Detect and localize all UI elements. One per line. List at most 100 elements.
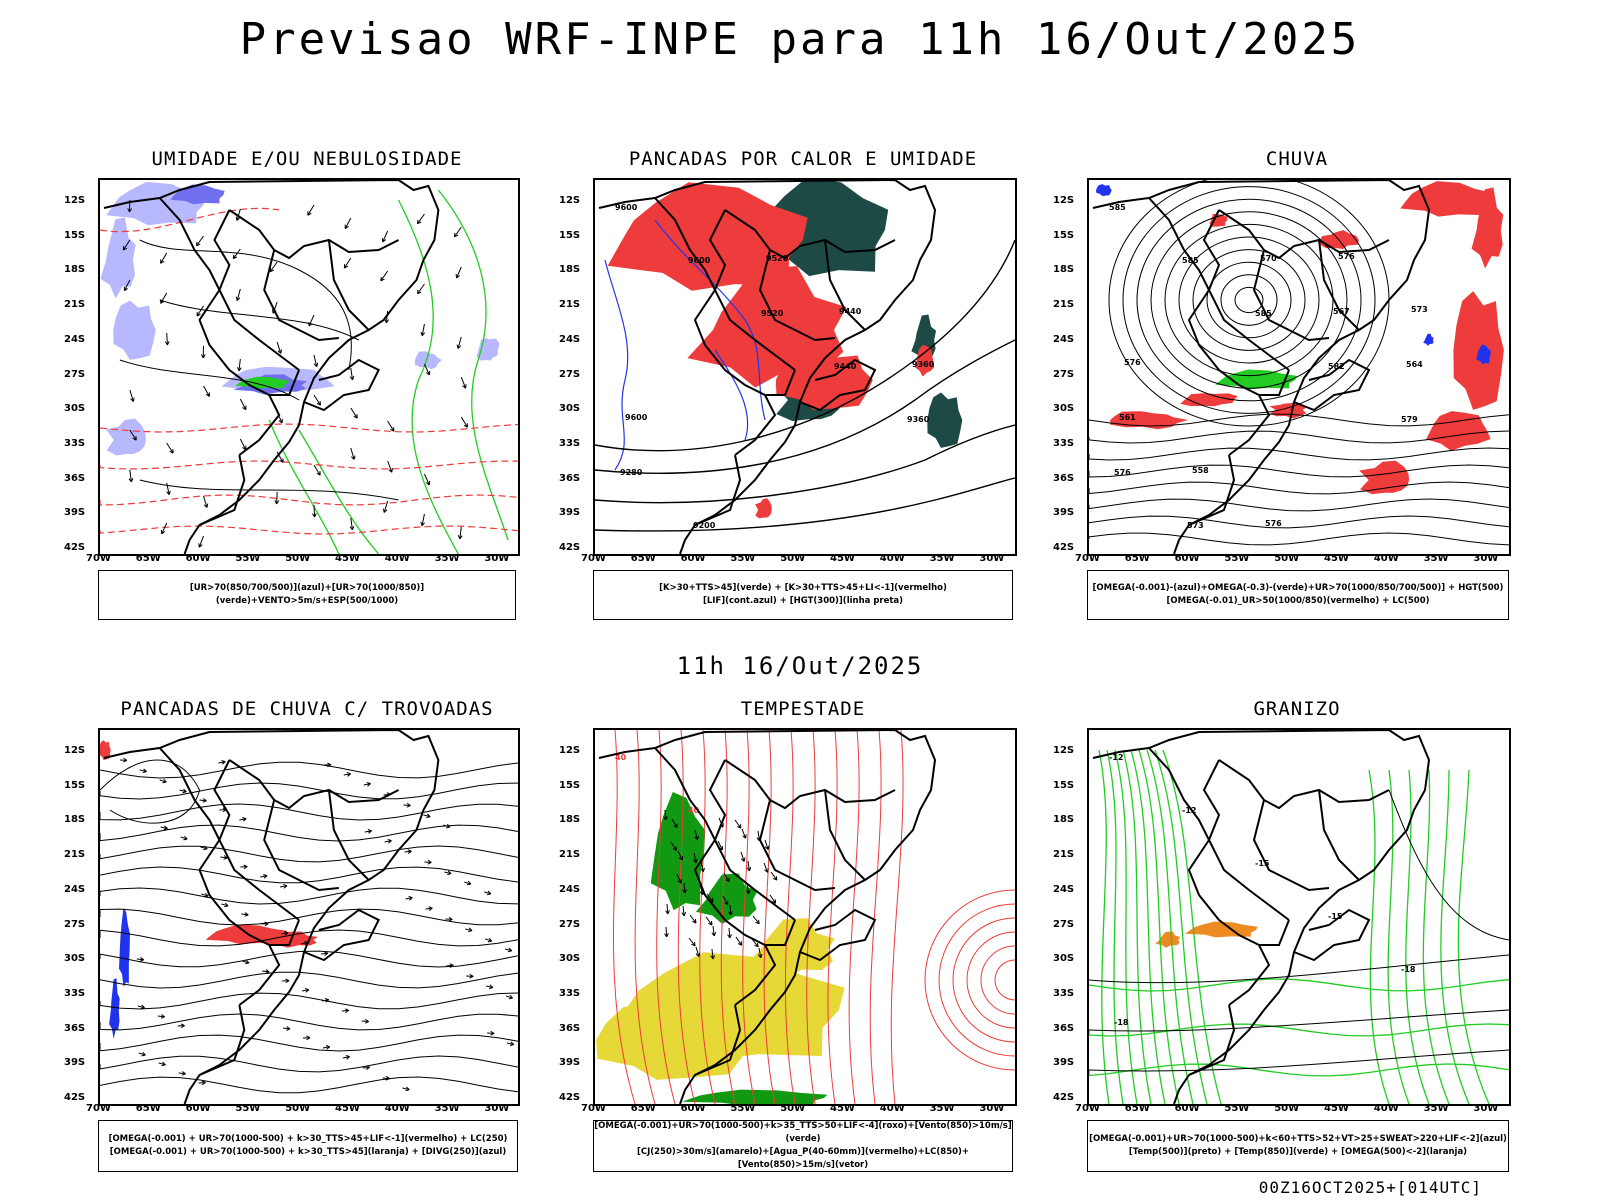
map-canvas-tempestade: 40 40 <box>596 730 1015 1104</box>
temp850-contours-line <box>1440 769 1470 1104</box>
lat-tick-label: 12S <box>64 745 86 756</box>
wind-arrowhead <box>180 1023 185 1029</box>
lat-tick-label: 15S <box>64 229 86 241</box>
country-borders-line <box>1252 249 1330 342</box>
lon-tick-label: 70W <box>581 1103 606 1114</box>
wind-arrowhead <box>278 418 283 424</box>
wind-arrowhead <box>245 959 250 965</box>
lc250-streamlines-line <box>100 759 201 824</box>
map-pancadas_calor: 9600 9600 9520 9440 9360 9280 9200 9520 9440 9360… <box>593 178 1017 556</box>
wind-arrowhead <box>469 973 474 979</box>
wind-arrowhead <box>344 224 349 230</box>
wind-arrowhead <box>196 241 201 247</box>
temp850-contours-line <box>1138 749 1180 1104</box>
lon-tick-label: 35W <box>434 1103 460 1114</box>
wind-arrowhead <box>693 858 698 864</box>
wind-arrowhead <box>727 934 732 939</box>
wind-arrow <box>242 960 250 964</box>
country-borders-line <box>1259 919 1290 946</box>
lat-tick-label: 33S <box>64 437 86 449</box>
wind-arrowhead <box>161 1061 166 1067</box>
temp850-contours-line <box>1122 749 1152 1104</box>
lon-tick-label: 30W <box>1473 553 1499 564</box>
wind-arrowhead <box>327 762 332 768</box>
lc250-streamlines-line <box>100 1055 518 1073</box>
lon-tick-label: 40W <box>879 1103 905 1114</box>
wind-arrowhead <box>382 508 388 513</box>
wind-arrow <box>459 526 462 539</box>
wind-arrow <box>137 1005 145 1009</box>
wind-arrowhead <box>695 952 701 957</box>
wind-arrow <box>423 473 430 486</box>
wind-arrowhead <box>381 237 387 243</box>
wind-arrow <box>666 903 669 915</box>
lc850-streamlines-line <box>924 889 1015 1071</box>
lat-tick-label: 33S <box>559 987 581 999</box>
lat-tick-label: 42S <box>559 1092 581 1103</box>
temp850-contours-line <box>1098 749 1110 1104</box>
wind-arrowhead <box>324 951 329 957</box>
wind-arrowhead <box>345 1054 350 1060</box>
wind-arrow <box>723 872 730 882</box>
map-canvas-chuva: 5855855855825795765735705675645615585765… <box>1089 180 1509 554</box>
country-borders-line <box>213 209 300 371</box>
lon-tick-label: 40W <box>879 553 905 564</box>
wind-arrowhead <box>325 1045 331 1050</box>
pressure-isobars <box>119 239 399 501</box>
lat-tick-label: 36S <box>1053 1022 1075 1034</box>
country-borders <box>654 747 896 1076</box>
contour-label: 576 <box>1124 358 1141 367</box>
wind-arrowhead <box>203 845 208 851</box>
wind-arrowhead <box>201 1080 206 1086</box>
wind-arrow <box>139 769 147 772</box>
wind-arrow <box>201 893 209 897</box>
lc250-streamlines-line <box>100 929 518 947</box>
lat-tick-label: 15S <box>559 229 581 241</box>
lat-tick-label: 15S <box>1053 779 1075 791</box>
lat-tick-label: 27S <box>1053 918 1075 930</box>
wind-arrowhead <box>711 932 717 937</box>
lon-tick-label: 45W <box>335 1103 360 1114</box>
country-borders-line <box>158 747 221 841</box>
wind-arrow <box>700 861 704 872</box>
wind-arrowhead <box>663 816 668 821</box>
legend-granizo: [OMEGA(-0.001)+UR>70(1000-500)+k<60+TTS>… <box>1087 1120 1509 1172</box>
map-canvas-pancadas_calor: 9600960095209440936092809200952094409360… <box>595 180 1015 554</box>
country-borders-line <box>198 839 281 1006</box>
lif-contours <box>604 219 766 471</box>
rain-red-area <box>1359 460 1410 495</box>
contour-label: 9360 <box>912 360 935 369</box>
wind-arrowhead <box>405 1086 410 1092</box>
hgt500-streamlines-line <box>1164 223 1334 377</box>
country-borders <box>1148 197 1390 526</box>
wind-arrowhead <box>694 835 699 841</box>
lc850-streamlines-line <box>656 730 676 1104</box>
wind-arrowhead <box>724 900 729 906</box>
wind-arrowhead <box>740 857 746 862</box>
rain-blue-area <box>1476 344 1491 365</box>
wind-arrowhead <box>665 910 670 915</box>
country-borders-line <box>799 358 877 412</box>
wind-arrow <box>740 851 745 862</box>
country-borders <box>158 747 400 1076</box>
coastline <box>103 730 440 1104</box>
omega500-orange <box>1155 921 1258 948</box>
wind-arrow <box>158 1062 166 1066</box>
wind-arrow <box>717 840 723 851</box>
wind-arrowhead <box>453 232 459 238</box>
lon-tick-label: 30W <box>979 553 1005 564</box>
wind-arrow <box>307 204 315 216</box>
thickness-contours-line <box>100 460 518 470</box>
contour-label: -18 <box>1114 1018 1129 1027</box>
wind-arrowhead <box>350 455 356 460</box>
wind-arrowhead <box>263 874 268 879</box>
wind-arrowhead <box>771 899 777 904</box>
wind-arrowhead <box>202 798 207 803</box>
thunderstorm-red <box>100 740 318 948</box>
thickness-contours <box>100 207 518 535</box>
country-borders-line <box>708 209 796 371</box>
wind-arrowhead <box>456 344 462 349</box>
wind-arrow <box>160 292 168 304</box>
wind-arrowhead <box>380 276 385 282</box>
lat-tick-label: 21S <box>64 849 86 861</box>
